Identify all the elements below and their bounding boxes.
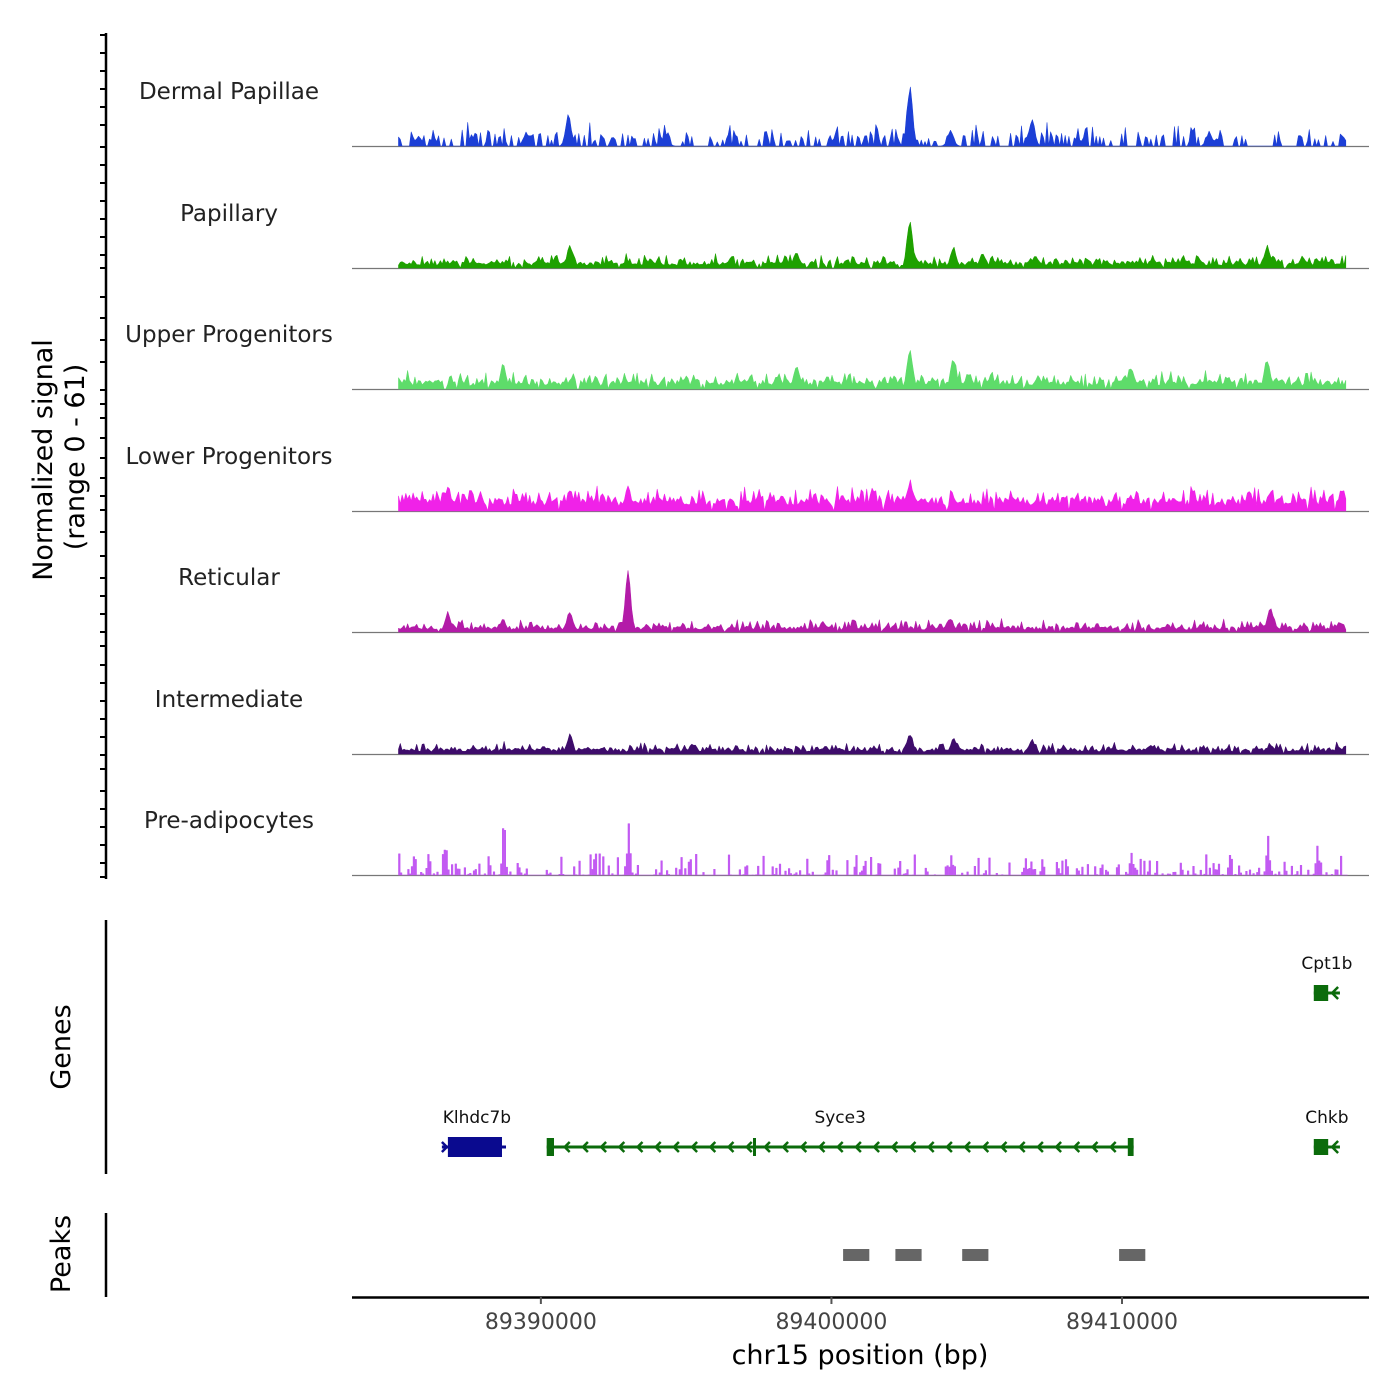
strand-arrow bbox=[1090, 1141, 1099, 1153]
strand-arrow bbox=[653, 1141, 662, 1153]
gene-exon bbox=[1127, 1138, 1134, 1156]
signal-axis-label-range: (range 0 - 61) bbox=[60, 364, 91, 551]
gene-label: Chkb bbox=[1305, 1108, 1348, 1128]
gene-exon bbox=[546, 1138, 554, 1156]
peak-region-2 bbox=[962, 1249, 989, 1261]
strand-arrow bbox=[562, 1141, 571, 1153]
strand-arrow bbox=[799, 1141, 808, 1153]
strand-arrow bbox=[926, 1141, 935, 1153]
strand-arrow bbox=[708, 1141, 717, 1153]
strand-arrow bbox=[1017, 1141, 1026, 1153]
peak-regions bbox=[843, 1249, 1146, 1261]
x-tick-label: 89390000 bbox=[485, 1310, 597, 1335]
x-axis-label: chr15 position (bp) bbox=[732, 1340, 989, 1371]
x-axis: 89390000 89400000 89410000 bbox=[352, 1296, 1369, 1335]
track-signal-area bbox=[398, 479, 1347, 512]
strand-arrow bbox=[854, 1141, 862, 1153]
strand-arrow bbox=[999, 1141, 1008, 1153]
gene-syce3: Syce3 bbox=[546, 1108, 1134, 1156]
track-papillary: Papillary bbox=[180, 201, 1369, 270]
track-label: Intermediate bbox=[155, 687, 303, 713]
strand-arrow bbox=[635, 1141, 644, 1153]
gene-label: Syce3 bbox=[814, 1108, 865, 1128]
strand-arrow bbox=[763, 1141, 771, 1153]
gene-exon bbox=[447, 1137, 502, 1157]
strand-arrow bbox=[690, 1141, 698, 1153]
gene-klhdc7b: Klhdc7b bbox=[441, 1108, 511, 1157]
gene-label: Klhdc7b bbox=[443, 1108, 511, 1128]
gene-annotations: Cpt1b Klhdc7b Syce3 Chkb bbox=[441, 954, 1352, 1157]
track-pre-adipocytes: Pre-adipocytes bbox=[144, 808, 1369, 877]
peaks-axis-label: Peaks bbox=[46, 1215, 77, 1293]
strand-arrow bbox=[581, 1141, 589, 1153]
track-signal-area bbox=[398, 221, 1347, 269]
signal-y-axis bbox=[100, 33, 108, 879]
strand-arrow bbox=[981, 1141, 990, 1153]
track-dermal-papillae: Dermal Papillae bbox=[139, 79, 1369, 148]
peak-region-3 bbox=[1119, 1249, 1146, 1261]
track-label: Upper Progenitors bbox=[125, 322, 333, 348]
gene-exon bbox=[1313, 985, 1329, 1001]
strand-arrow bbox=[599, 1141, 607, 1153]
track-signal-area bbox=[398, 823, 1348, 876]
strand-arrow bbox=[908, 1141, 917, 1153]
track-upper-progenitors: Upper Progenitors bbox=[125, 322, 1369, 391]
coverage-tracks: Dermal Papillae Papillary Upper Progenitor… bbox=[125, 79, 1369, 877]
strand-arrow bbox=[617, 1141, 626, 1153]
track-signal-area bbox=[398, 86, 1347, 147]
gene-exon bbox=[753, 1138, 756, 1156]
strand-arrow bbox=[872, 1141, 880, 1153]
strand-arrow bbox=[1108, 1141, 1117, 1153]
track-label: Lower Progenitors bbox=[126, 444, 333, 470]
strand-arrow bbox=[817, 1141, 826, 1153]
strand-arrow bbox=[441, 1141, 449, 1153]
strand-arrow bbox=[945, 1141, 953, 1153]
x-tick-label: 89410000 bbox=[1066, 1310, 1178, 1335]
strand-arrow bbox=[963, 1141, 971, 1153]
peak-region-1 bbox=[895, 1249, 922, 1261]
strand-arrow bbox=[781, 1141, 789, 1153]
gene-exon bbox=[1313, 1139, 1329, 1155]
peak-region-0 bbox=[843, 1249, 870, 1261]
track-label: Pre-adipocytes bbox=[144, 808, 314, 834]
track-reticular: Reticular bbox=[178, 565, 1369, 634]
strand-arrow bbox=[744, 1141, 753, 1153]
genes-axis-label: Genes bbox=[46, 1004, 77, 1089]
track-intermediate: Intermediate bbox=[155, 687, 1369, 756]
track-signal-area bbox=[398, 350, 1347, 390]
track-label: Papillary bbox=[180, 201, 278, 227]
track-label: Reticular bbox=[178, 565, 280, 591]
track-signal-area bbox=[398, 570, 1347, 633]
strand-arrow bbox=[1330, 1140, 1339, 1154]
strand-arrow bbox=[1072, 1141, 1081, 1153]
strand-arrow bbox=[672, 1141, 680, 1153]
strand-arrow bbox=[1036, 1141, 1044, 1153]
strand-arrow bbox=[726, 1141, 735, 1153]
gene-chkb: Chkb bbox=[1305, 1108, 1349, 1155]
strand-arrow bbox=[1054, 1141, 1062, 1153]
gene-label: Cpt1b bbox=[1301, 954, 1352, 974]
strand-arrow bbox=[890, 1141, 899, 1153]
track-lower-progenitors: Lower Progenitors bbox=[126, 444, 1369, 513]
x-tick-label: 89400000 bbox=[775, 1310, 887, 1335]
gene-cpt1b: Cpt1b bbox=[1301, 954, 1352, 1001]
track-label: Dermal Papillae bbox=[139, 79, 319, 105]
signal-axis-label: Normalized signal bbox=[28, 339, 59, 581]
track-signal-area bbox=[398, 733, 1347, 755]
strand-arrow bbox=[1330, 986, 1339, 1000]
strand-arrow bbox=[835, 1141, 844, 1153]
